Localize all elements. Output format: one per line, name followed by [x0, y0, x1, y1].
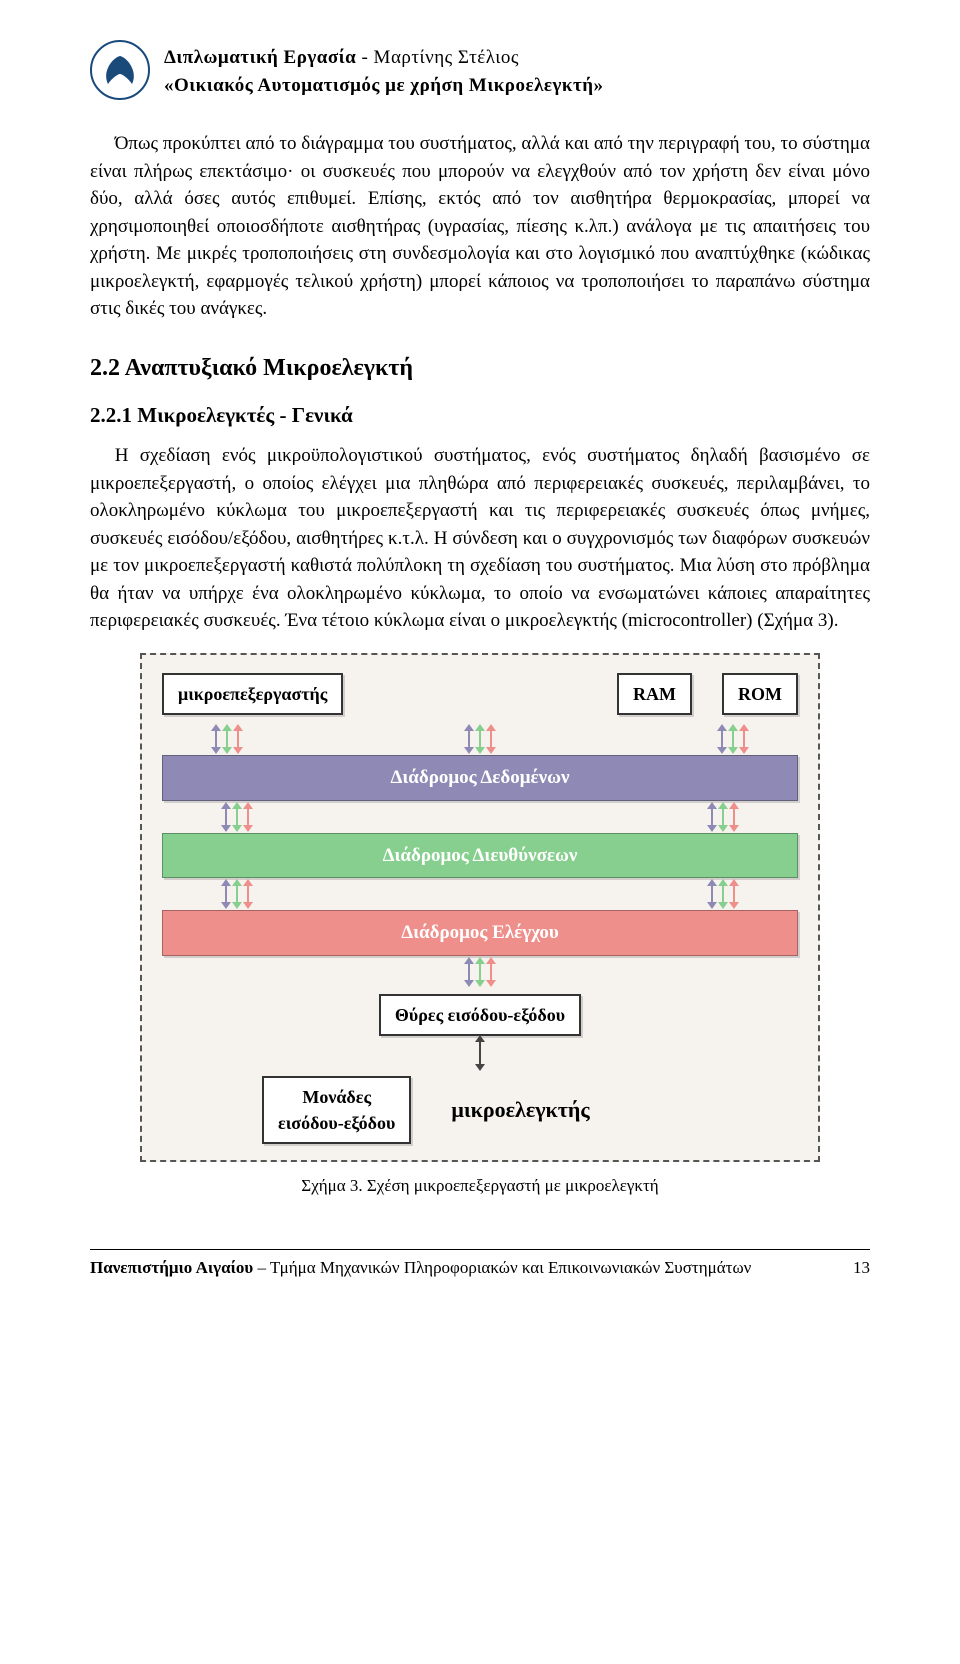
- page-header: Διπλωματική Εργασία - Μαρτίνης Στέλιος «…: [90, 40, 870, 100]
- paragraph-1: Όπως προκύπτει από το διάγραμμα του συστ…: [90, 130, 870, 323]
- control-bus: Διάδρομος Ελέγχου: [162, 910, 798, 956]
- university-logo: [90, 40, 150, 100]
- ram-box: RAM: [617, 673, 692, 715]
- thesis-subtitle: «Οικιακός Αυτοματισμός με χρήση Μικροελε…: [164, 72, 604, 100]
- figure-3: μικροεπεξεργαστής RAM ROM Διάδρομος Δεδο…: [90, 653, 870, 1162]
- page-number: 13: [853, 1256, 870, 1281]
- thesis-label: Διπλωματική Εργασία: [164, 47, 356, 68]
- address-bus: Διάδρομος Διευθύνσεων: [162, 833, 798, 879]
- header-text-block: Διπλωματική Εργασία - Μαρτίνης Στέλιος «…: [164, 40, 604, 99]
- page-footer: Πανεπιστήμιο Αιγαίου – Τμήμα Μηχανικών Π…: [90, 1249, 870, 1281]
- data-bus: Διάδρομος Δεδομένων: [162, 755, 798, 801]
- footer-university: Πανεπιστήμιο Αιγαίου: [90, 1258, 253, 1277]
- io-units-box: Μονάδες εισόδου-εξόδου: [262, 1076, 411, 1144]
- section-2-2-1-heading: 2.2.1 Μικροελεγκτές - Γενικά: [90, 400, 870, 430]
- author-name: Μαρτίνης Στέλιος: [374, 47, 519, 68]
- header-sep: -: [356, 47, 373, 68]
- footer-department: – Τμήμα Μηχανικών Πληροφοριακών και Επικ…: [253, 1258, 751, 1277]
- microcontroller-label: μικροελεγκτής: [451, 1094, 589, 1126]
- section-2-2-heading: 2.2 Αναπτυξιακό Μικροελεγκτή: [90, 351, 870, 386]
- cpu-box: μικροεπεξεργαστής: [162, 673, 343, 715]
- io-ports-box: Θύρες εισόδου-εξόδου: [379, 994, 581, 1036]
- figure-3-caption: Σχήμα 3. Σχέση μικροεπεξεργαστή με μικρο…: [90, 1174, 870, 1199]
- microcontroller-block-diagram: μικροεπεξεργαστής RAM ROM Διάδρομος Δεδο…: [140, 653, 820, 1162]
- rom-box: ROM: [722, 673, 798, 715]
- io-bidir-arrow: [475, 1036, 485, 1070]
- paragraph-2: Η σχεδίαση ενός μικροϋπολογιστικού συστή…: [90, 442, 870, 635]
